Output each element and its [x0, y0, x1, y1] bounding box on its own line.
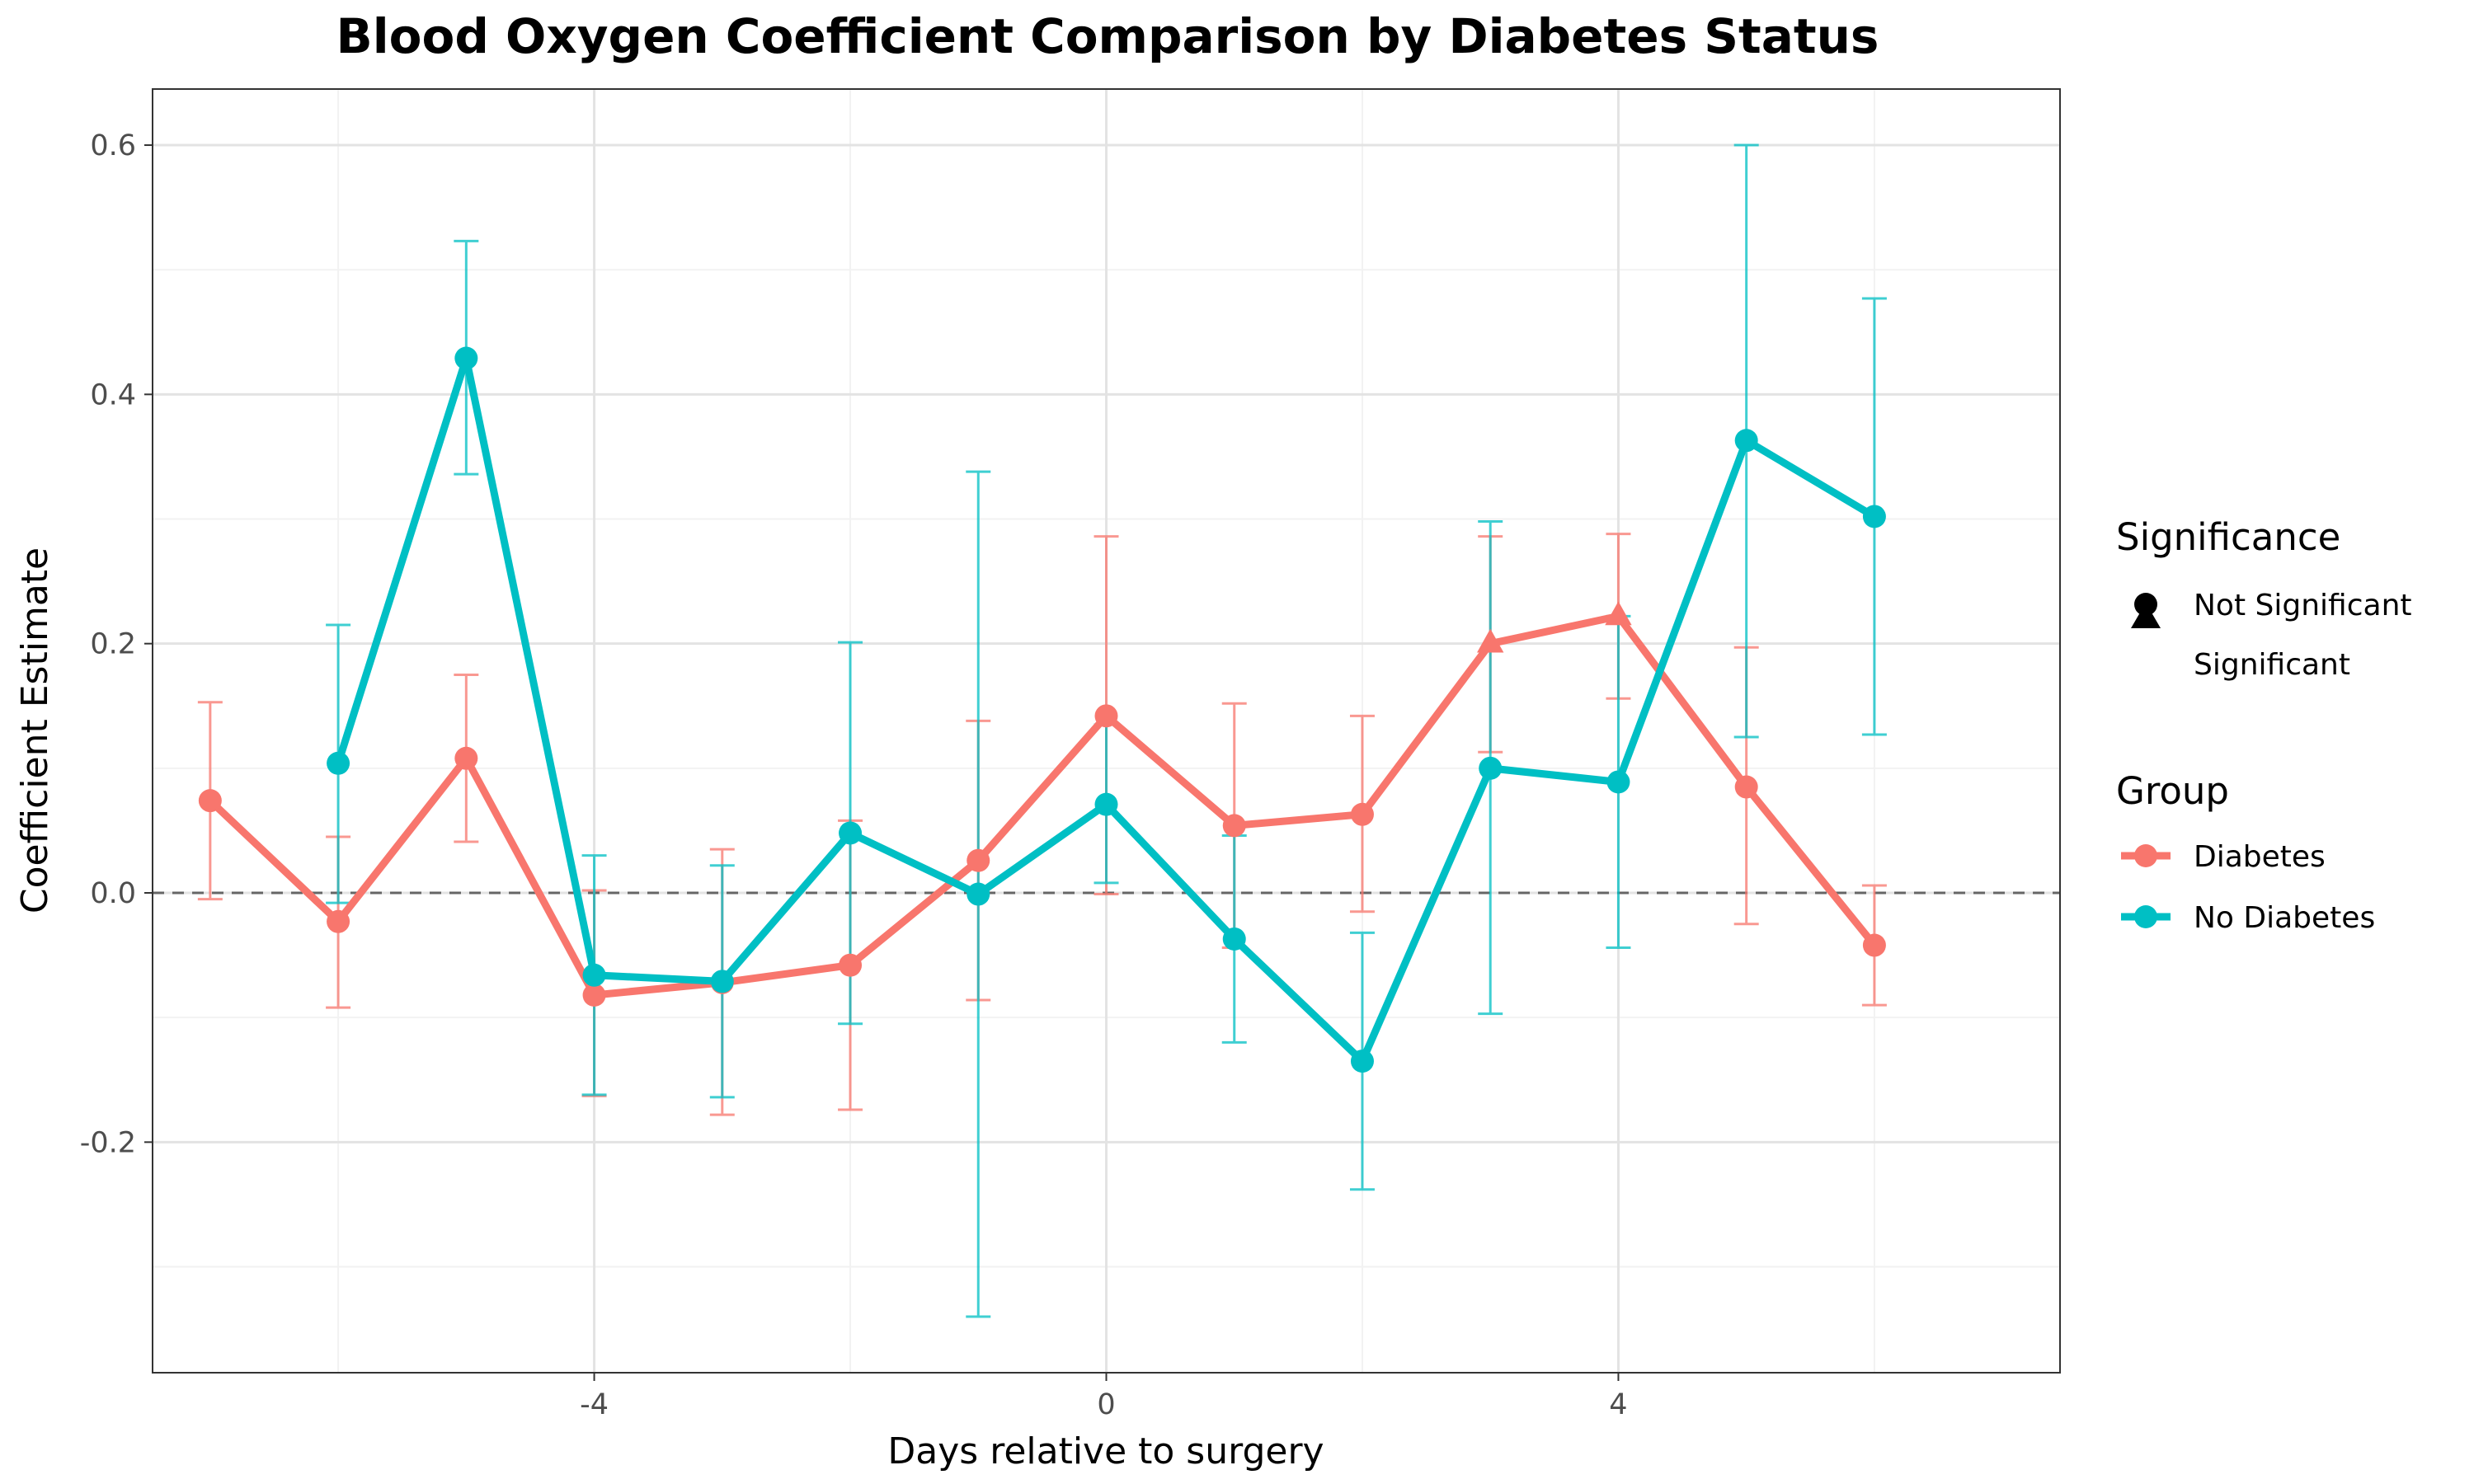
x-tick-label: -4 [580, 1388, 609, 1421]
data-point-significant [1477, 628, 1504, 653]
data-point [1350, 802, 1374, 826]
data-point [198, 789, 222, 813]
data-point [710, 970, 734, 993]
data-point [327, 909, 350, 933]
data-point [1606, 770, 1630, 794]
data-point [839, 821, 863, 845]
data-point [582, 983, 606, 1007]
data-point [1350, 1050, 1374, 1073]
series-line [206, 612, 1879, 999]
data-point [454, 346, 478, 370]
legend-diabetes-point [2134, 844, 2157, 867]
legend-group-title: Group [2116, 769, 2229, 813]
data-point-significant [1605, 601, 1632, 626]
data-point [454, 746, 478, 770]
data-point [839, 953, 863, 977]
legend-significance-title: Significance [2116, 515, 2340, 559]
y-tick-label: 0.0 [90, 877, 136, 910]
data-point [1479, 756, 1503, 780]
series-points [198, 346, 1886, 1073]
data-point [1222, 927, 1246, 951]
y-axis: -0.2 0.0 0.2 0.4 0.6 [80, 129, 153, 1159]
x-axis: -4 0 4 [580, 1373, 1628, 1421]
data-point [967, 848, 990, 872]
data-point [1734, 429, 1758, 453]
data-point [582, 963, 606, 987]
data-point [1094, 792, 1118, 816]
x-tick-label: 0 [1097, 1388, 1115, 1421]
x-axis-title: Days relative to surgery [887, 1430, 1324, 1472]
data-point [1094, 704, 1118, 728]
y-tick-label: 0.2 [90, 628, 136, 661]
legend-not-significant-label: Not Significant [2194, 589, 2412, 622]
x-tick-label: 4 [1609, 1388, 1627, 1421]
data-point [1734, 775, 1758, 799]
y-tick-label: -0.2 [80, 1126, 136, 1159]
data-point [967, 882, 990, 906]
data-point [1862, 505, 1886, 528]
legend-triangle-key [2131, 603, 2161, 628]
y-axis-title: Coefficient Estimate [14, 547, 56, 913]
chart-title: Blood Oxygen Coefficient Comparison by D… [336, 8, 1879, 64]
data-point [327, 751, 350, 775]
y-tick-label: 0.6 [90, 129, 136, 162]
legend-no-diabetes-point [2134, 905, 2157, 928]
data-point [1862, 933, 1886, 957]
data-point [1222, 814, 1246, 838]
y-tick-label: 0.4 [90, 378, 136, 411]
legend-significant-label: Significant [2194, 648, 2350, 682]
legend-diabetes-label: Diabetes [2194, 840, 2326, 874]
legend-no-diabetes-label: No Diabetes [2194, 901, 2375, 935]
legend-group: Group Diabetes No Diabetes [2116, 769, 2375, 935]
legend-significance: Significance Not Significant Significant [2116, 515, 2412, 682]
